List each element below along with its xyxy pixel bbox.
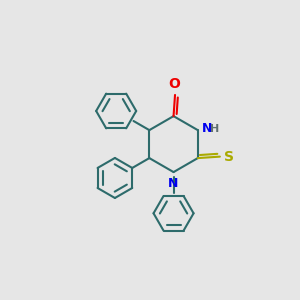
- Text: N: N: [202, 122, 212, 135]
- Text: N: N: [168, 177, 178, 190]
- Text: S: S: [224, 150, 234, 164]
- Text: H: H: [210, 124, 219, 134]
- Text: O: O: [169, 77, 180, 92]
